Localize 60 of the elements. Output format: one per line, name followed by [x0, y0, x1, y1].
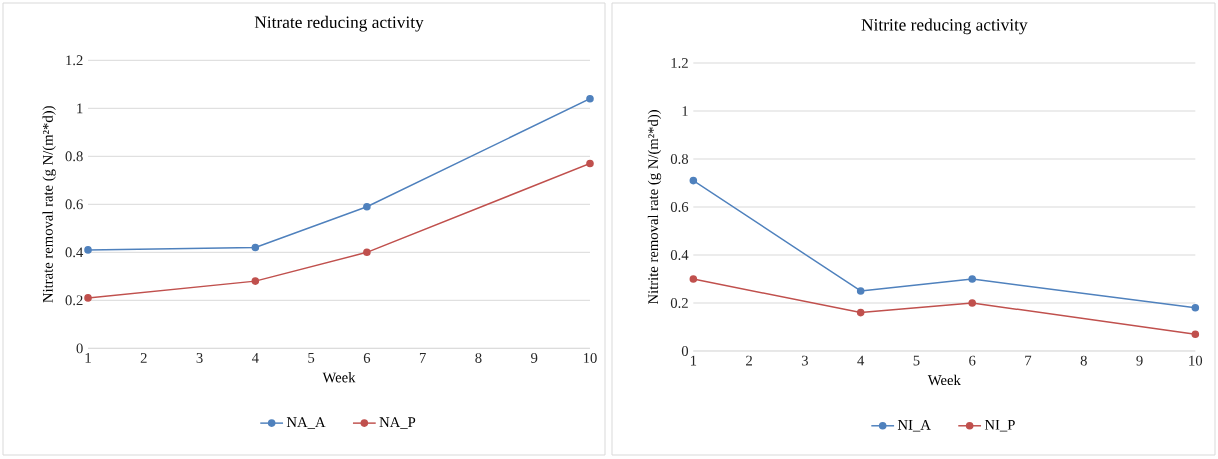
- y-tick-label: 0.4: [670, 250, 689, 260]
- y-tick-label: 0.2: [670, 298, 688, 308]
- y-tick-label: 1: [682, 106, 688, 116]
- x-axis-title: Week: [322, 372, 356, 383]
- point: [856, 308, 865, 317]
- point: [251, 277, 260, 285]
- x-tick-label: 7: [1025, 355, 1032, 366]
- y-tick-label: 0.4: [65, 247, 84, 258]
- point: [586, 94, 594, 103]
- y-tick-label: 0.6: [670, 202, 689, 212]
- y-tick-label: 0: [681, 346, 689, 356]
- point: [363, 202, 371, 211]
- y-tick-label: 0.6: [65, 199, 83, 210]
- x-axis-title: Week: [927, 374, 961, 386]
- y-tick-label: 1.2: [671, 58, 688, 68]
- x-tick-label: 9: [531, 353, 538, 363]
- x-tick-label: 5: [913, 355, 920, 366]
- point: [1191, 330, 1200, 338]
- point: [586, 159, 594, 168]
- legend-label: NA_P: [379, 417, 416, 429]
- point: [251, 243, 260, 252]
- chart-title: Nitrate reducing activity: [254, 15, 424, 32]
- y-axis-title: Nitrite removal rate (g N/(m²*d)): [647, 110, 662, 305]
- point: [856, 287, 865, 295]
- x-tick-label: 9: [1136, 355, 1143, 366]
- x-tick-label: 6: [969, 355, 976, 366]
- point: [1191, 303, 1200, 312]
- x-tick-label: 5: [308, 353, 315, 363]
- x-tick-label: 10: [1189, 355, 1203, 366]
- point: [968, 275, 977, 283]
- y-tick-label: 0.2: [65, 295, 83, 306]
- x-tick-label: 1: [85, 353, 91, 363]
- legend-label: NI_P: [984, 419, 1015, 432]
- x-tick-label: 8: [475, 353, 482, 363]
- legend-label: NI_A: [897, 419, 931, 432]
- point: [84, 246, 92, 254]
- chart-title: Nitrite reducing activity: [861, 18, 1028, 35]
- x-tick-label: 10: [583, 353, 597, 363]
- x-tick-label: 3: [801, 355, 808, 366]
- y-tick-label: 0.8: [65, 151, 83, 162]
- legend-label: NA_A: [286, 417, 326, 429]
- x-tick-label: 2: [140, 353, 147, 363]
- point: [689, 275, 698, 283]
- y-tick-label: 1.2: [66, 55, 83, 66]
- x-tick-label: 3: [196, 353, 203, 363]
- point: [689, 176, 698, 185]
- point: [84, 294, 92, 302]
- point: [968, 299, 977, 307]
- x-tick-label: 7: [419, 353, 426, 363]
- y-tick-label: 0.8: [670, 154, 689, 164]
- y-tick-label: 1: [77, 103, 83, 114]
- y-axis-title: Nitrate removal rate (g N/(m²*d)): [42, 106, 56, 303]
- x-tick-label: 1: [690, 355, 697, 366]
- x-tick-label: 4: [251, 353, 259, 363]
- x-tick-label: 4: [857, 355, 865, 366]
- point: [363, 248, 371, 257]
- x-tick-label: 8: [1080, 355, 1087, 366]
- x-tick-label: 2: [746, 355, 752, 366]
- x-tick-label: 6: [363, 353, 371, 363]
- y-tick-label: 0: [76, 343, 83, 354]
